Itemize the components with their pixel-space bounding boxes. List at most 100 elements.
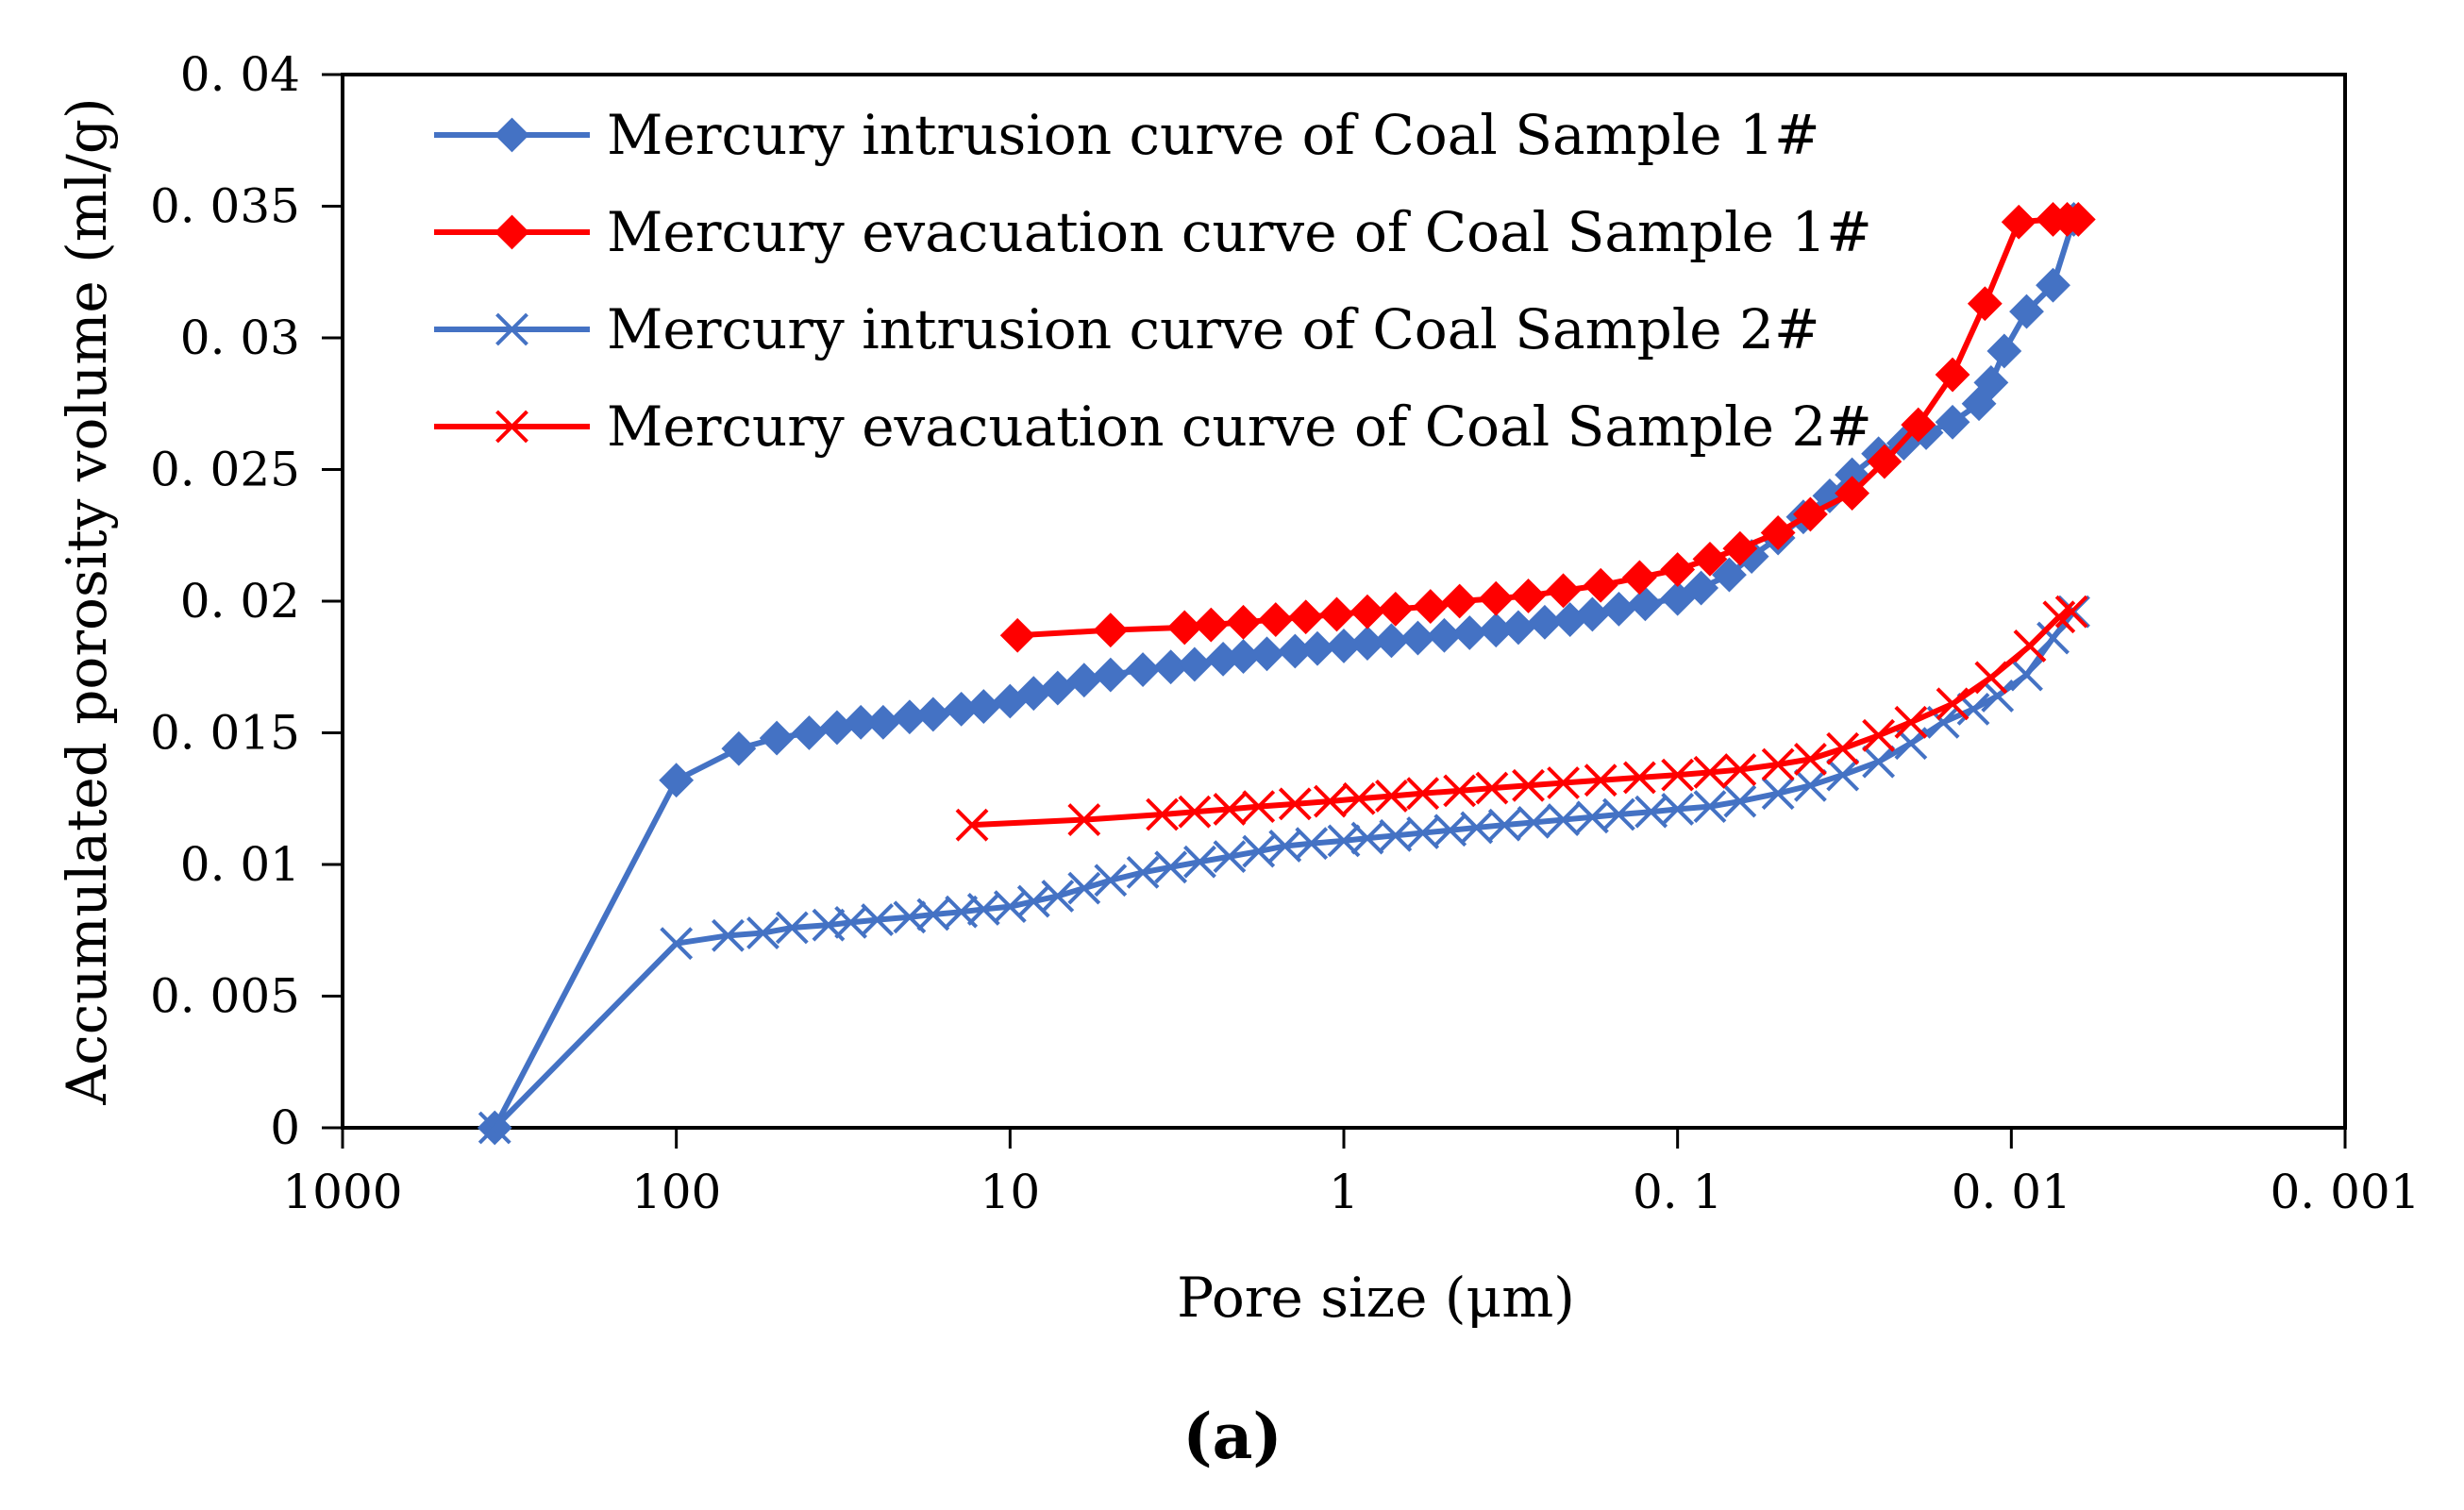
panel-label: (a)	[1182, 1400, 1282, 1473]
y-tick-label: 0	[270, 1100, 300, 1155]
marker-stroke	[1146, 797, 1179, 831]
marker-stroke	[1016, 884, 1050, 918]
data-point	[1760, 515, 1796, 550]
marker-stroke	[1433, 814, 1467, 847]
marker-stroke	[1350, 821, 1384, 855]
data-point	[1041, 880, 1075, 913]
data-point	[1974, 661, 2008, 695]
data-point	[1213, 840, 1247, 874]
marker-stroke	[1242, 834, 1276, 868]
data-point	[1986, 333, 2022, 369]
data-point	[2001, 204, 2037, 240]
marker-stroke	[1443, 774, 1477, 808]
data-point	[955, 808, 989, 842]
marker-stroke	[1406, 816, 1440, 849]
y-tick-label: 0. 015	[150, 706, 300, 761]
data-point	[1901, 407, 1936, 443]
marker-stroke	[1512, 768, 1545, 802]
data-point	[1350, 821, 1384, 855]
data-point	[865, 704, 901, 740]
data-point	[712, 918, 745, 952]
data-point	[1299, 630, 1335, 666]
marker-stroke	[1622, 761, 1656, 795]
marker-stroke	[1862, 718, 1896, 752]
data-point	[1546, 573, 1581, 609]
marker-stroke	[1723, 784, 1757, 818]
legend-item-1: Mercury intrusion curve of Coal Sample 1…	[434, 103, 1820, 167]
marker-stroke	[1723, 753, 1757, 786]
marker-stroke	[1926, 705, 1960, 739]
data-point	[1792, 496, 1828, 532]
data-point	[1249, 636, 1284, 672]
data-point	[1547, 803, 1580, 836]
marker-stroke	[1475, 771, 1509, 805]
marker-stroke	[2054, 595, 2088, 629]
marker-stroke	[993, 890, 1027, 924]
data-point	[1973, 365, 2009, 400]
data-point	[1622, 761, 1656, 795]
data-point	[1406, 816, 1440, 849]
marker-stroke	[1634, 795, 1668, 829]
data-point	[1319, 596, 1354, 632]
marker-stroke	[2010, 658, 2043, 692]
marker-stroke	[1154, 850, 1188, 884]
data-point	[1093, 612, 1129, 648]
legend-swatch-marker	[495, 410, 528, 444]
marker-stroke	[1761, 747, 1795, 781]
data-point	[1500, 610, 1536, 646]
marker-stroke	[966, 893, 1000, 926]
legend-swatch-marker	[494, 117, 529, 153]
marker-stroke	[2013, 629, 2047, 663]
data-point	[1584, 763, 1618, 797]
marker-stroke	[1342, 781, 1376, 815]
data-point	[1278, 787, 1312, 821]
marker-stroke	[1826, 758, 1860, 792]
data-point	[791, 715, 827, 750]
marker-stroke	[1936, 687, 1970, 721]
data-point	[1722, 530, 1758, 566]
marker-stroke	[775, 911, 809, 945]
data-point	[1601, 797, 1635, 831]
marker-stroke	[1460, 811, 1494, 845]
marker-stroke	[945, 895, 979, 929]
marker-stroke	[1862, 745, 1896, 779]
data-point	[1692, 541, 1728, 577]
marker-stroke	[1327, 824, 1361, 858]
marker-stroke	[1974, 661, 2008, 695]
data-point	[1661, 792, 1695, 826]
marker-stroke	[746, 916, 779, 949]
data-point	[1375, 780, 1408, 813]
data-point	[1349, 594, 1385, 629]
marker-stroke	[495, 312, 528, 346]
marker-stroke	[1693, 790, 1727, 824]
data-point	[1826, 731, 1860, 765]
y-tick-label: 0. 02	[180, 574, 300, 629]
data-point	[1487, 808, 1521, 842]
marker-stroke	[660, 927, 694, 961]
data-point	[1627, 586, 1663, 622]
marker-stroke	[1295, 827, 1329, 861]
data-point	[1242, 834, 1276, 868]
marker-stroke	[812, 908, 846, 942]
data-point	[1712, 557, 1747, 593]
data-point	[660, 927, 694, 961]
data-point	[1066, 663, 1102, 698]
marker-stroke	[861, 903, 895, 937]
data-point	[659, 763, 695, 798]
data-point	[1193, 607, 1229, 643]
marker-stroke	[1183, 845, 1216, 879]
x-tick-label: 0. 01	[1952, 1165, 2071, 1219]
data-point	[1093, 657, 1129, 693]
data-point	[1226, 604, 1261, 640]
data-point	[1517, 805, 1550, 839]
data-point	[1125, 652, 1161, 687]
data-point	[1475, 771, 1509, 805]
marker-stroke	[1278, 787, 1312, 821]
marker-stroke	[1761, 777, 1795, 811]
data-point	[2013, 629, 2047, 663]
marker-stroke	[916, 898, 950, 931]
data-point	[2054, 595, 2088, 629]
data-point	[2010, 658, 2043, 692]
marker-stroke	[495, 410, 528, 444]
